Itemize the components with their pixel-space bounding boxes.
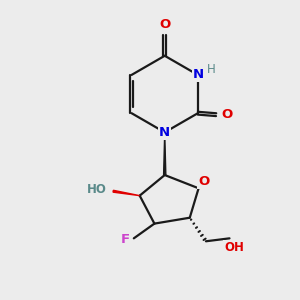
Text: N: N xyxy=(159,126,170,139)
Text: O: O xyxy=(159,18,170,31)
Text: O: O xyxy=(198,175,209,188)
Text: N: N xyxy=(193,68,204,81)
Text: HO: HO xyxy=(87,183,107,196)
Polygon shape xyxy=(113,190,140,196)
Text: H: H xyxy=(207,63,216,76)
Text: O: O xyxy=(222,108,233,121)
Polygon shape xyxy=(164,132,166,175)
Text: F: F xyxy=(120,233,130,246)
Text: OH: OH xyxy=(224,241,244,254)
